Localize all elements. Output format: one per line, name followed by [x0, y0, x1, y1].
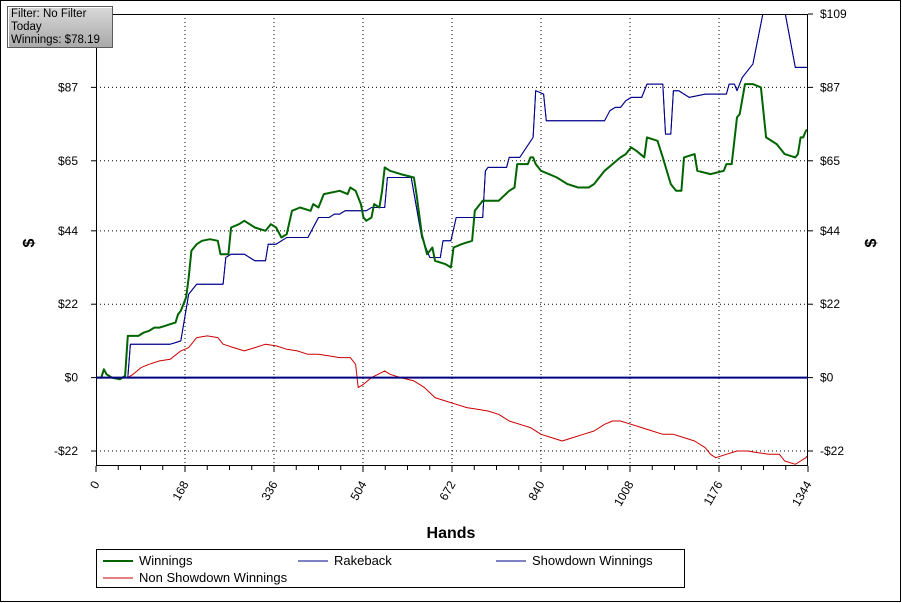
- series-line-winnings: [96, 83, 808, 381]
- grid-layer: [96, 14, 808, 466]
- winnings-total-label: Winnings: $78.19: [11, 34, 100, 46]
- date-range-label: Today: [11, 21, 42, 33]
- y-left-tick-label: -$22: [54, 444, 78, 458]
- y-right-tick-label: $109: [820, 7, 847, 21]
- series-line-non-showdown-winnings: [96, 335, 808, 465]
- y-left-tick-label: $0: [65, 371, 79, 385]
- filter-info-box: Filter: No Filter Today Winnings: $78.19: [7, 6, 113, 48]
- filter-label: Filter: No Filter: [11, 8, 87, 20]
- x-axis-label: Hands: [427, 525, 476, 542]
- y-right-tick-label: -$22: [820, 444, 844, 458]
- series-line-showdown-winnings: [96, 14, 808, 379]
- series-layer: [96, 14, 808, 465]
- legend-label-winnings: Winnings: [139, 553, 193, 568]
- y-right-tick-label: $65: [820, 154, 840, 168]
- y-axis-label-right: $: [863, 238, 880, 247]
- ticks-layer: 0 168 336 504 672 840 1008 1176 1344-$22 -$22$0 $0…: [54, 7, 847, 509]
- y-axis-label-left: $: [21, 238, 38, 247]
- axes-layer: [96, 14, 808, 466]
- legend-label-non-showdown-winnings: Non Showdown Winnings: [139, 570, 288, 585]
- y-right-tick-label: $0: [820, 371, 834, 385]
- y-right-tick-label: $87: [820, 80, 840, 94]
- legend-label-showdown-winnings: Showdown Winnings: [532, 553, 653, 568]
- legend-label-rakeback: Rakeback: [334, 553, 392, 568]
- legend: Winnings Rakeback Showdown Winnings Non …: [96, 549, 685, 588]
- y-left-tick-label: $65: [58, 154, 78, 168]
- legend-box: [96, 549, 685, 588]
- y-right-tick-label: $22: [820, 297, 840, 311]
- y-left-tick-label: $22: [58, 297, 78, 311]
- plot-frame: [96, 14, 808, 466]
- y-left-tick-label: $87: [58, 80, 78, 94]
- y-right-tick-label: $44: [820, 224, 840, 238]
- y-left-tick-label: $44: [58, 224, 78, 238]
